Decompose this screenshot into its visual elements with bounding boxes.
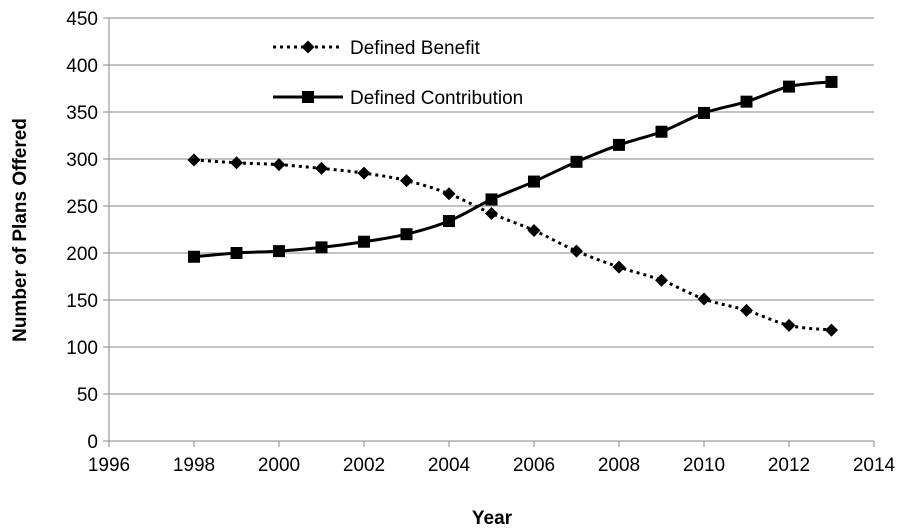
x-tick-label: 1996 (88, 455, 130, 476)
legend-marker-defined-contribution (302, 91, 314, 103)
y-tick-label: 350 (66, 103, 98, 124)
data-point-defined-benefit-2004 (442, 187, 456, 201)
y-tick-label: 100 (66, 338, 98, 359)
data-point-defined-benefit-2002 (357, 166, 371, 180)
data-point-defined-benefit-2010 (697, 292, 711, 306)
y-axis-title: Number of Plans Offered (10, 118, 31, 342)
y-tick-label: 450 (66, 9, 98, 30)
data-point-defined-benefit-2013 (825, 323, 838, 337)
series-lines (193, 80, 832, 332)
x-tick-label: 2012 (768, 455, 810, 476)
axes: 0 50 100 150 200 250 300 350 400 450 1996 1998 2000 2… (66, 9, 895, 476)
x-tick-label: 2010 (683, 455, 725, 476)
data-point-defined-contribution-2009 (655, 125, 668, 138)
x-axis-title: Year (472, 508, 513, 529)
x-tick-label: 2004 (428, 455, 471, 476)
data-point-defined-contribution-2000 (273, 245, 285, 258)
data-point-defined-benefit-2007 (570, 244, 583, 258)
x-tick-label: 2006 (513, 455, 555, 476)
y-tick-label: 200 (66, 244, 98, 265)
data-point-defined-benefit-2003 (400, 174, 413, 188)
x-tick-label: 2000 (258, 455, 300, 476)
y-tick-label: 150 (66, 291, 98, 312)
legend-item-defined-benefit: Defined Benefit (273, 38, 481, 59)
x-tick-label: 2008 (598, 455, 640, 476)
series-markers (187, 75, 838, 337)
data-point-defined-contribution-2003 (400, 228, 413, 241)
data-point-defined-benefit-2008 (612, 260, 626, 274)
legend-label-defined-benefit: Defined Benefit (350, 38, 481, 59)
data-point-defined-contribution-2004 (443, 215, 455, 228)
data-point-defined-contribution-2010 (698, 106, 710, 119)
data-point-defined-contribution-2008 (613, 138, 625, 151)
data-point-defined-benefit-2006 (527, 223, 541, 237)
y-tick-label: 250 (66, 197, 98, 218)
data-point-defined-benefit-2000 (272, 158, 286, 172)
x-tick-label: 1998 (173, 455, 215, 476)
legend-label-defined-contribution: Defined Contribution (350, 88, 523, 109)
data-point-defined-benefit-2009 (655, 273, 668, 287)
data-point-defined-contribution-2011 (740, 95, 753, 108)
series-line-defined-contribution (193, 80, 832, 259)
legend-item-defined-contribution: Defined Contribution (273, 88, 523, 109)
x-tick-label: 2002 (343, 455, 385, 476)
data-point-defined-contribution-1999 (230, 247, 243, 259)
y-tick-label: 300 (66, 150, 98, 171)
series-line-defined-benefit (193, 158, 832, 332)
data-point-defined-contribution-1998 (188, 250, 200, 263)
data-point-defined-contribution-2006 (528, 175, 540, 188)
data-point-defined-contribution-2005 (485, 193, 498, 206)
y-tick-label: 400 (66, 56, 98, 77)
y-tick-label: 50 (77, 385, 98, 406)
data-point-defined-contribution-2007 (570, 155, 583, 168)
data-point-defined-benefit-1999 (230, 156, 243, 170)
y-tick-label: 0 (87, 432, 98, 453)
data-point-defined-benefit-2005 (485, 207, 498, 221)
data-point-defined-benefit-2012 (782, 318, 796, 332)
data-point-defined-benefit-2011 (740, 303, 753, 317)
grid-lines (109, 17, 874, 395)
data-point-defined-benefit-2001 (315, 161, 328, 175)
data-point-defined-contribution-2002 (358, 235, 370, 248)
x-tick-label: 2014 (853, 455, 896, 476)
data-point-defined-benefit-1998 (187, 153, 201, 167)
legend-marker-defined-benefit (301, 40, 315, 54)
legend: Defined Benefit Defined Contribution (273, 38, 523, 109)
data-point-defined-contribution-2013 (825, 75, 838, 88)
data-point-defined-contribution-2001 (315, 241, 328, 254)
data-point-defined-contribution-2012 (783, 80, 795, 93)
